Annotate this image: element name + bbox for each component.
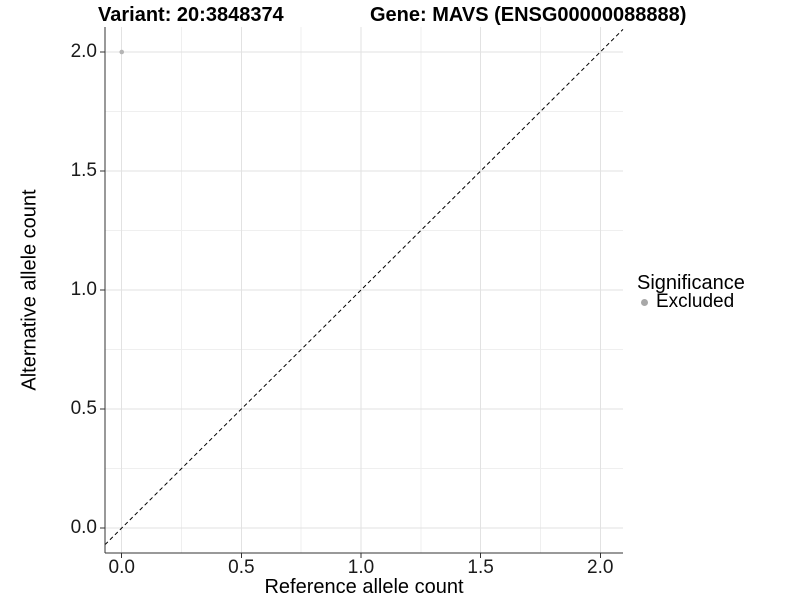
y-tick-label: 1.5 [70,159,97,181]
x-axis-title: Reference allele count [264,576,464,598]
identity-line [104,29,624,546]
x-tick-label: 0.5 [228,557,255,578]
y-tick-label: 0.5 [70,398,97,419]
plot-title-gene: Gene: MAVS (ENSG00000088888) [370,4,687,26]
plot-title-variant: Variant: 20:3848374 [98,4,284,26]
legend: Significance Excluded [637,272,745,312]
data-point [119,49,125,55]
y-tick-label: 2.0 [70,40,97,62]
x-tick-label: 0.0 [108,557,135,578]
x-tick-label: 1.0 [347,557,375,578]
legend-key-circle-icon [641,298,648,306]
y-axis-title: Alternative allele count [18,189,41,391]
y-tick-label: 1.0 [70,279,97,300]
x-tick-label: 1.5 [467,557,494,578]
legend-title: Significance [637,272,745,294]
legend-item-excluded: Excluded [637,291,745,312]
y-tick-label: 0.0 [70,517,97,538]
x-tick-label: 2.0 [587,557,614,578]
legend-item-label: Excluded [656,291,735,312]
